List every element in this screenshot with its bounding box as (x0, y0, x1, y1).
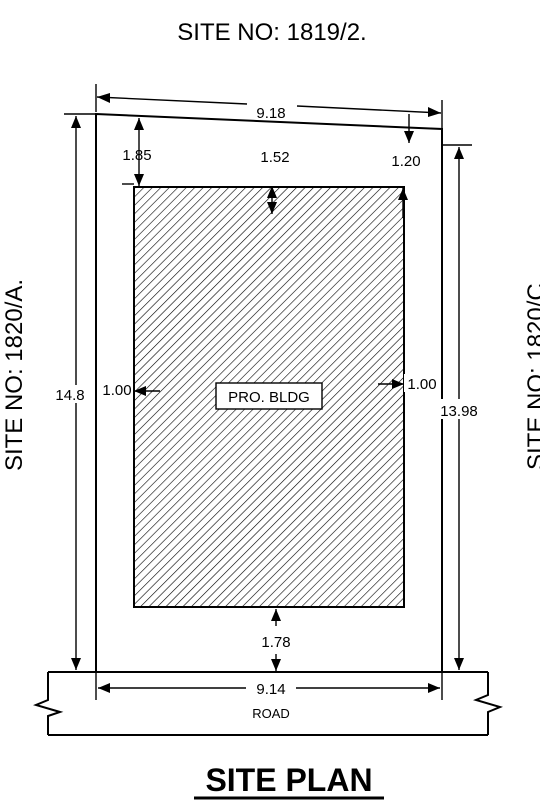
right-depth-label-bg (432, 399, 486, 419)
setback-side-left-label: 1.00 (102, 382, 131, 399)
building-label: PRO. BLDG (228, 389, 310, 406)
road-label: ROAD (252, 706, 290, 721)
drawing-title: SITE PLAN (205, 762, 372, 798)
setback-front-right-label: 1.20 (391, 153, 420, 170)
setback-front-left-dimension (122, 118, 144, 186)
setback-side-right-label: 1.00 (407, 376, 436, 393)
road-strip (33, 671, 503, 736)
setback-front-right-dimension (398, 114, 414, 218)
building-label-box (215, 382, 323, 410)
bottom-width-dimension (95, 672, 443, 700)
bottom-width-label: 9.14 (256, 681, 285, 698)
top-width-label: 9.18 (256, 105, 285, 122)
setback-rear-label: 1.78 (261, 634, 290, 651)
setback-rear-dimension (271, 609, 281, 671)
setback-front-mid-label: 1.52 (260, 149, 289, 166)
left-depth-label: 14.8 (55, 387, 84, 404)
left-depth-label-bg (48, 385, 94, 403)
neighbor-label-left: SITE NO: 1820/A. (1, 279, 28, 471)
setback-front-mid-dimension (267, 186, 277, 214)
setback-front-left-label: 1.85 (122, 147, 151, 164)
neighbor-label-right: SITE NO: 1820/C (523, 283, 540, 470)
top-width-dimension (95, 84, 443, 128)
setback-side-left-label-bg (97, 380, 133, 398)
neighbor-label-top: SITE NO: 1819/2. (177, 19, 366, 46)
setback-side-right-label-bg (404, 374, 440, 392)
right-depth-label: 13.98 (440, 403, 478, 420)
